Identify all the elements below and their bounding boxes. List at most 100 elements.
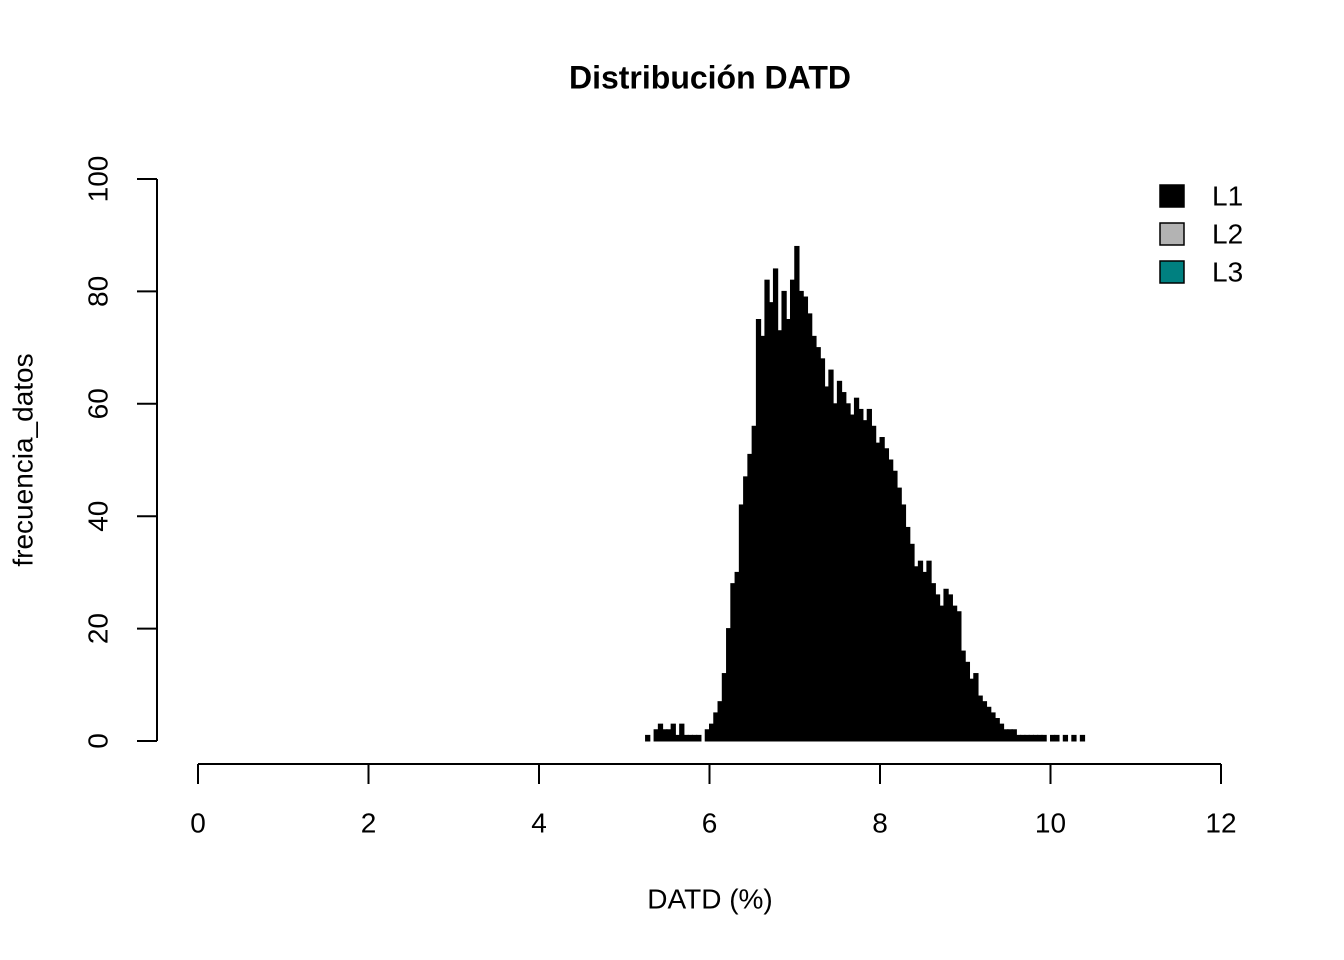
bar [960, 650, 966, 742]
bar [802, 296, 809, 742]
bar [798, 290, 804, 742]
bar [760, 335, 766, 742]
bar [713, 712, 719, 742]
bar [709, 723, 715, 742]
x-tick-label: 10 [1035, 807, 1066, 838]
bar [913, 566, 919, 742]
bar [794, 245, 800, 742]
bar [870, 425, 877, 742]
bar [1062, 734, 1069, 742]
bar [1024, 734, 1030, 742]
bar [726, 628, 732, 742]
x-tick-label: 6 [702, 807, 718, 838]
bar [789, 279, 796, 742]
y-axis-label: frecuencia_datos [7, 353, 38, 566]
bar [717, 701, 723, 742]
y-tick-label: 100 [82, 156, 113, 203]
bar [751, 425, 757, 742]
bar [811, 335, 817, 742]
legend-swatch [1159, 184, 1185, 208]
bar [683, 734, 689, 742]
bar [781, 290, 787, 742]
bar [1054, 734, 1060, 742]
bar [815, 347, 821, 742]
bar [841, 392, 847, 742]
bar [764, 279, 770, 742]
bar [1015, 734, 1022, 742]
bar [785, 319, 791, 742]
bar [679, 723, 685, 742]
bar [768, 302, 774, 742]
bar [994, 718, 1000, 742]
bar [1020, 734, 1026, 742]
bar [1032, 734, 1039, 742]
bar [934, 594, 941, 742]
bar [853, 397, 860, 742]
bar [734, 571, 740, 742]
bar [986, 706, 992, 742]
bar [981, 701, 988, 742]
bar [730, 583, 736, 742]
x-tick-label: 2 [361, 807, 377, 838]
bar [883, 448, 890, 742]
bar [939, 605, 945, 742]
bar [1071, 734, 1077, 742]
bar [990, 712, 996, 742]
legend-label: L1 [1212, 180, 1243, 211]
bar [828, 369, 834, 742]
bar [947, 594, 953, 742]
y-tick-label: 20 [82, 613, 113, 644]
legend-swatch [1159, 222, 1185, 246]
bar [862, 420, 868, 742]
bar [977, 695, 983, 742]
y-tick-label: 40 [82, 501, 113, 532]
bar [900, 504, 907, 742]
x-tick-label: 0 [190, 807, 206, 838]
bar [917, 560, 924, 742]
y-tick-label: 0 [82, 733, 113, 749]
bar [691, 734, 698, 742]
bar [892, 470, 898, 742]
x-tick-label: 12 [1205, 807, 1236, 838]
bar [905, 526, 911, 742]
bar [896, 487, 902, 742]
bar [824, 386, 830, 742]
bar [832, 403, 838, 742]
bar [747, 453, 753, 742]
bar [777, 330, 783, 742]
bar [674, 734, 681, 742]
legend-label: L3 [1212, 256, 1243, 287]
bar [964, 661, 971, 742]
bar [909, 543, 915, 742]
bar [875, 442, 881, 742]
bar [973, 673, 979, 742]
bar [922, 571, 928, 742]
y-tick-label: 80 [82, 276, 113, 307]
y-tick-label: 60 [82, 388, 113, 419]
bar [969, 678, 975, 742]
bar [998, 723, 1005, 742]
bar [849, 414, 855, 742]
bar [1079, 734, 1086, 742]
bar [1037, 734, 1043, 742]
bar [721, 673, 728, 742]
bar [845, 403, 851, 742]
bar [807, 313, 813, 742]
bar [1028, 734, 1034, 742]
bar [1007, 729, 1013, 742]
x-axis-label: DATD (%) [647, 883, 772, 914]
bar [662, 729, 668, 742]
bar [1050, 734, 1056, 742]
bar [930, 583, 936, 742]
bar [704, 729, 710, 742]
bar [755, 319, 762, 742]
bar [645, 734, 651, 742]
x-tick-label: 4 [531, 807, 547, 838]
bar [657, 723, 664, 742]
bar [687, 734, 693, 742]
bar [926, 560, 932, 742]
bar [943, 588, 949, 742]
bar [743, 476, 749, 742]
bar [670, 723, 676, 742]
